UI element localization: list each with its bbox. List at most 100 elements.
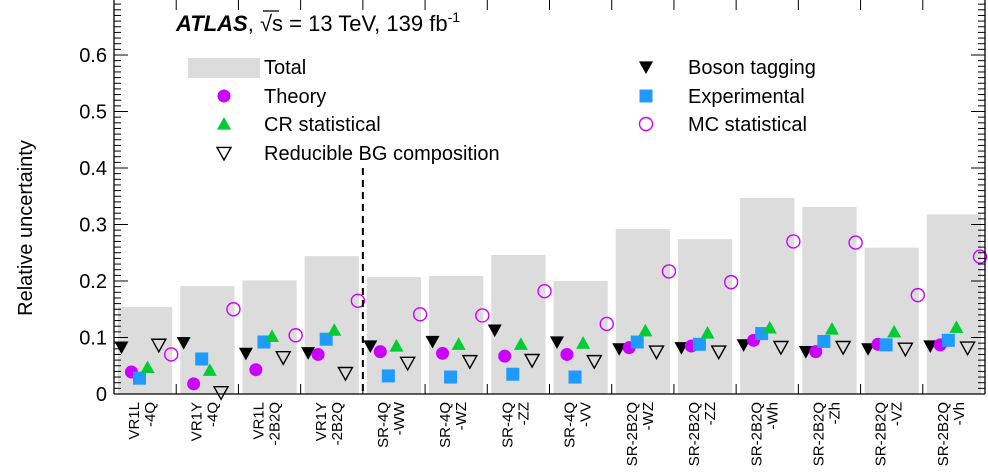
x-tick-label: VR1L -4Q <box>126 402 159 440</box>
cr-statistical-point <box>265 329 280 342</box>
legend-label-mc-statistical: MC statistical <box>688 114 807 136</box>
theory-point <box>311 347 325 361</box>
x-tick-label: SR-2B2Q -ZZ <box>686 402 719 466</box>
legend-marker-experimental <box>639 89 653 103</box>
mc-statistical-point <box>786 234 801 249</box>
x-tick-label-line: -Wh <box>764 402 781 430</box>
x-tick-label: SR-2B2Q -VZ <box>873 402 906 466</box>
mc-statistical-point <box>723 274 739 290</box>
theory-point <box>809 345 823 359</box>
y-tick-label: 0.5 <box>79 102 107 124</box>
reducible-bg-composition-point <box>337 366 354 382</box>
experiment-name: ATLAS <box>175 11 248 36</box>
reducible-bg-composition-point <box>150 338 167 354</box>
x-tick-label-line: -WW <box>391 401 408 435</box>
boson-tagging-point <box>798 346 813 359</box>
x-tick-label: SR-4Q -WZ <box>437 402 470 448</box>
y-tick-label: 0.4 <box>79 158 107 180</box>
legend-label-reducible-bg-composition: Reducible BG composition <box>264 143 500 165</box>
theory-point <box>373 345 387 359</box>
theory-point <box>187 377 201 391</box>
x-tick-label: SR-4Q -ZZ <box>499 402 532 448</box>
experimental-point <box>319 332 333 346</box>
boson-tagging-point <box>176 336 191 350</box>
reducible-bg-composition-point <box>648 345 665 361</box>
y-tick-label: 0.6 <box>79 45 107 67</box>
total-bar <box>304 256 359 394</box>
x-tick-label-line: SR-2B2Q <box>873 402 890 466</box>
experimental-point <box>630 335 644 349</box>
y-tick-label: 0.2 <box>79 271 107 293</box>
experimental-point <box>381 369 395 383</box>
total-bar <box>926 214 981 394</box>
cr-statistical-point <box>576 336 591 349</box>
boson-tagging-point <box>114 341 129 355</box>
markers <box>114 234 988 401</box>
legend-label-cr-statistical: CR statistical <box>264 114 381 136</box>
legend-marker-boson-tagging <box>639 61 653 74</box>
x-tick-label-line: VR1L <box>126 402 143 440</box>
boson-tagging-point <box>425 335 440 349</box>
legend-marker-cr-statistical <box>217 117 231 130</box>
experimental-point <box>133 371 147 385</box>
experimental-point <box>506 367 520 381</box>
mc-statistical-point <box>412 307 428 322</box>
y-axis: 0 0.1 0.2 0.3 0.4 0.5 0.6 <box>79 3 985 406</box>
x-tick-label: VR1Y -2B2Q <box>313 402 346 445</box>
cr-statistical-point <box>949 320 964 333</box>
reducible-bg-composition-point <box>897 342 914 358</box>
legend-label-theory: Theory <box>264 86 326 108</box>
y-axis-label: Relative uncertainty <box>15 140 37 316</box>
reducible-bg-composition-point <box>212 386 230 401</box>
total-bar <box>180 286 235 394</box>
x-tick-label-line: -VZ <box>889 402 906 426</box>
legend-label-experimental: Experimental <box>688 86 805 108</box>
mc-statistical-point <box>350 293 366 308</box>
theory-point <box>249 363 263 377</box>
x-tick-label-line: -4Q <box>142 402 159 427</box>
x-tick-label-line: SR-2B2Q <box>624 402 641 466</box>
reducible-bg-composition-point <box>399 356 416 372</box>
y-tick-label: 0.1 <box>79 328 107 350</box>
legend-label-total: Total <box>264 57 306 79</box>
theory-point <box>560 347 574 361</box>
mc-statistical-point <box>848 235 863 250</box>
reducible-bg-composition-point <box>523 353 541 369</box>
boson-tagging-point <box>238 347 253 361</box>
boson-tagging-point <box>736 339 751 352</box>
x-tick-label-line: SR-2B2Q <box>810 402 827 466</box>
total-bar <box>677 239 733 394</box>
x-tick-label-line: -WZ <box>453 402 470 430</box>
x-tick-label: SR-2B2Q -Vh <box>935 402 968 466</box>
reducible-bg-composition-point <box>586 354 603 370</box>
boson-tagging-point <box>549 336 564 350</box>
legend: Total Theory CR statistical Reducible BG co… <box>188 57 816 165</box>
x-tick-label: VR1Y -4Q <box>188 402 221 441</box>
x-tick-label: SR-4Q -VV <box>562 402 595 448</box>
mc-statistical-point <box>537 283 552 299</box>
x-tick-label: SR-2B2Q -Wh <box>748 402 781 466</box>
x-tick-label-line: SR-4Q <box>437 402 454 448</box>
mc-statistical-point <box>910 287 926 303</box>
boson-tagging-point <box>612 343 627 356</box>
mc-statistical-point <box>475 308 490 323</box>
boson-tagging-point <box>861 343 876 356</box>
x-tick-label-line: VR1Y <box>313 402 330 441</box>
experimental-point <box>195 352 209 366</box>
experimental-point <box>692 337 706 351</box>
cr-statistical-point <box>638 323 653 337</box>
x-tick-label: SR-4Q -WW <box>375 401 408 448</box>
legend-marker-theory <box>217 89 231 103</box>
boson-tagging-point <box>363 340 378 353</box>
y-tick-label: 0.3 <box>79 215 107 237</box>
cr-statistical-point <box>762 320 777 334</box>
x-tick-label: SR-2B2Q -WZ <box>624 402 657 466</box>
reducible-bg-composition-point <box>959 341 976 357</box>
reducible-bg-composition-point <box>275 350 292 366</box>
theory-point <box>498 349 512 363</box>
x-tick-label-line: SR-4Q <box>499 402 516 448</box>
experimental-point <box>568 370 582 384</box>
x-tick-label-line: SR-4Q <box>562 402 579 448</box>
x-tick-label: VR1L -2B2Q <box>251 402 284 445</box>
